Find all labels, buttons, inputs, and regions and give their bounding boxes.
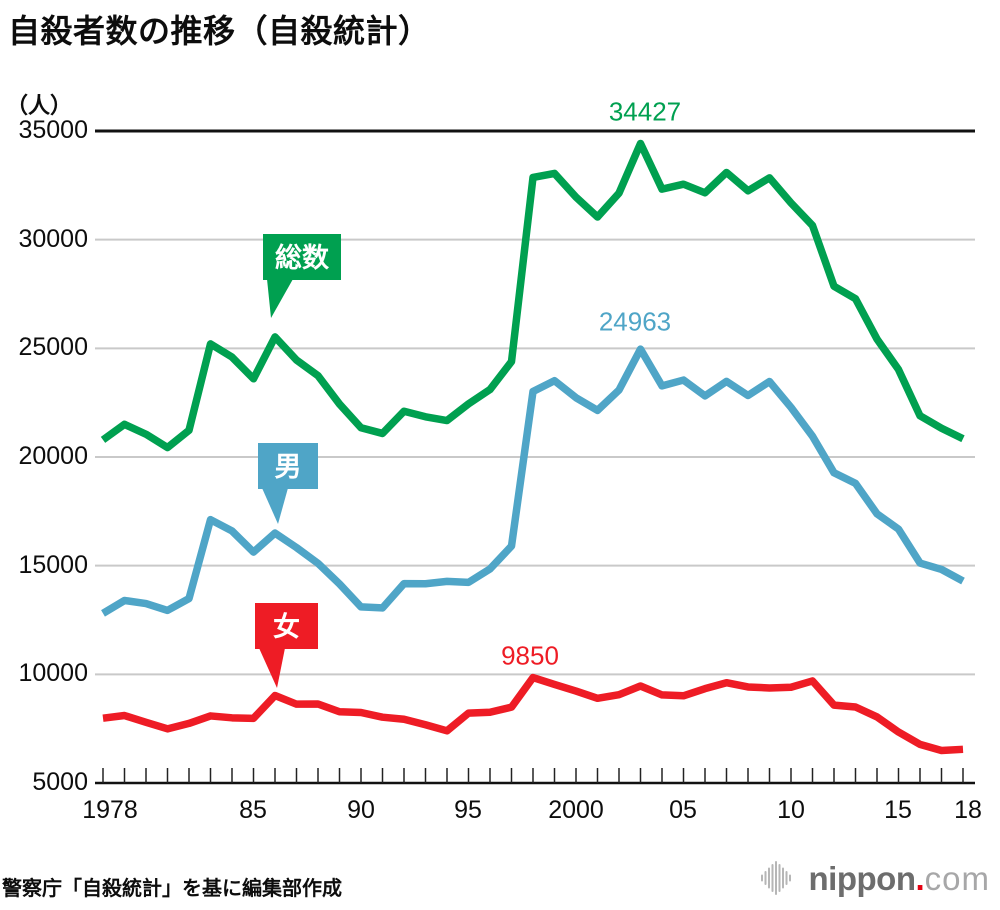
nippon-logo-wordmark: nippon.com: [809, 862, 990, 895]
female-badge-pointer: [259, 648, 285, 688]
x-tick-1978: 1978: [82, 796, 138, 824]
total-badge-pointer: [267, 279, 293, 318]
total-peak-value-label: 34427: [608, 96, 682, 127]
male-badge-label: 男: [275, 452, 302, 482]
female-peak-value-label: 9850: [501, 640, 559, 671]
x-tick-2005: 05: [669, 796, 697, 824]
total-badge-label: 総数: [275, 242, 330, 273]
x-tick-2018: 18: [954, 796, 982, 824]
logo-text-nippon: nippon: [808, 859, 916, 897]
logo-text-com: com: [924, 859, 990, 897]
x-tick-1985: 85: [239, 796, 267, 824]
y-tick-5000: 5000: [32, 767, 88, 796]
male-badge: [258, 443, 318, 489]
logo-text-dot: .: [915, 859, 925, 897]
male-line: [101, 345, 965, 617]
y-tick-20000: 20000: [18, 441, 88, 470]
female-badge-label: 女: [273, 611, 300, 642]
y-axis-unit-label: （人）: [6, 93, 73, 118]
y-tick-25000: 25000: [18, 332, 88, 361]
x-tick-2010: 10: [777, 796, 805, 824]
total-line: [100, 139, 965, 452]
nippon-logo-waveform-icon: [760, 861, 791, 895]
y-tick-15000: 15000: [18, 550, 88, 579]
source-note: 警察庁「自殺統計」を基に編集部作成: [2, 878, 342, 900]
male-peak-value-label: 24963: [598, 306, 672, 337]
female-badge: [255, 603, 318, 649]
chart-title: 自殺者数の推移（自殺統計）: [8, 13, 431, 49]
y-tick-35000: 35000: [18, 115, 88, 144]
x-tick-2015: 15: [884, 796, 912, 824]
x-tick-2000: 2000: [548, 796, 604, 824]
nippon-logo: nippon.com: [760, 860, 990, 896]
x-tick-1990: 90: [347, 796, 375, 824]
male-badge-pointer: [262, 488, 288, 524]
y-tick-10000: 10000: [18, 658, 88, 687]
total-badge: [263, 234, 341, 280]
x-tick-1995: 95: [454, 796, 482, 824]
female-line: [102, 673, 964, 755]
y-tick-30000: 30000: [18, 224, 88, 253]
